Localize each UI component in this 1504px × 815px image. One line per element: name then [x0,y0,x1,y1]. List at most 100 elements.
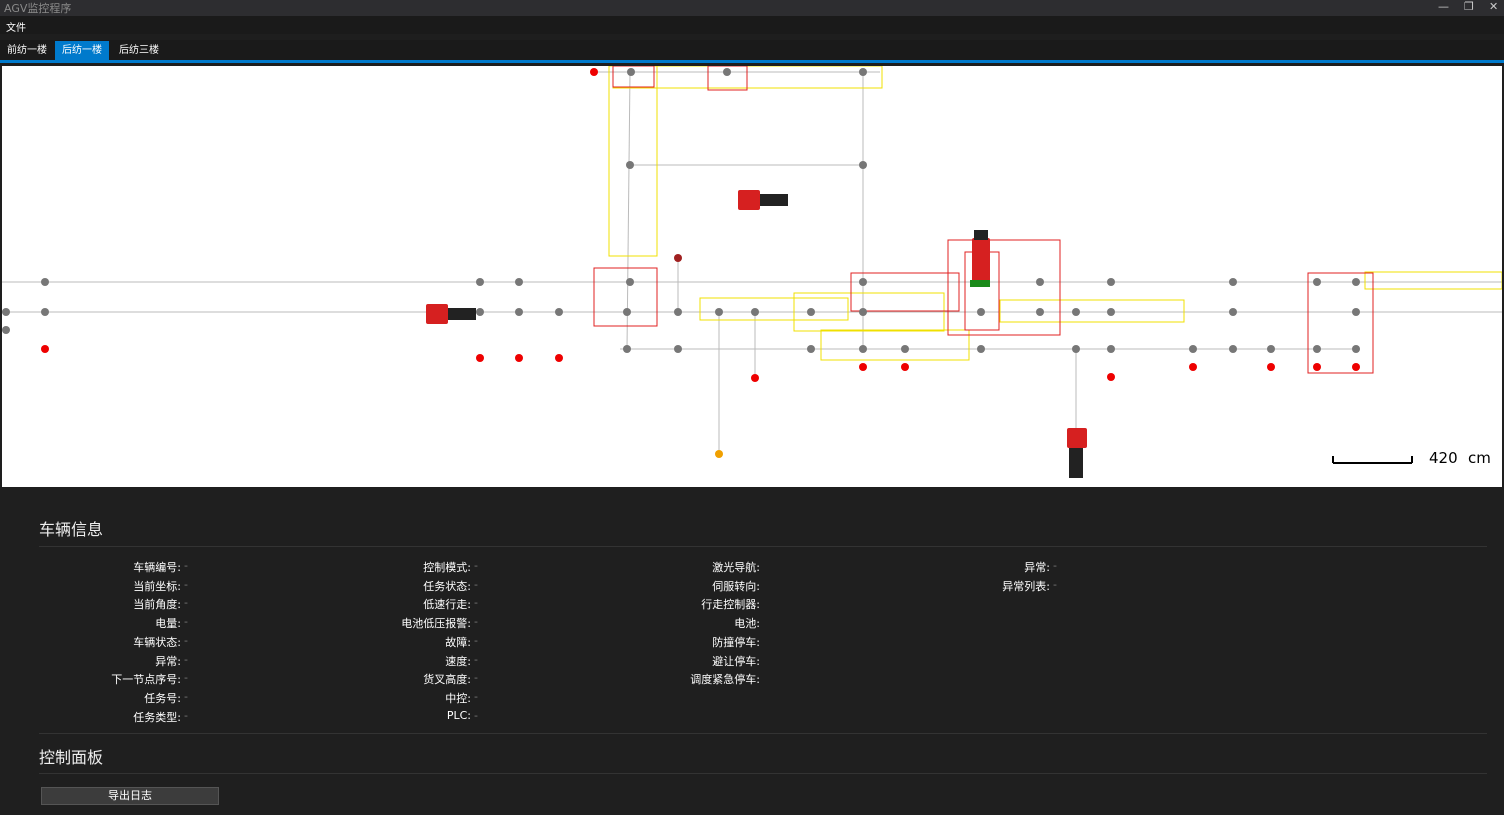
node[interactable] [1189,345,1197,353]
node[interactable] [807,308,815,316]
node[interactable] [674,308,682,316]
node[interactable] [41,345,49,353]
node[interactable] [623,308,631,316]
node[interactable] [859,161,867,169]
node[interactable] [476,354,484,362]
info-label: 异常列表: [1002,579,1050,593]
info-value: - [474,671,478,685]
separator [39,773,1487,774]
node[interactable] [1072,308,1080,316]
info-label: 控制模式: [423,561,471,574]
node[interactable] [1107,373,1115,381]
info-label: 当前坐标: [133,579,181,593]
node[interactable] [1107,278,1115,286]
vehicle-fork [760,194,788,206]
node[interactable] [627,68,635,76]
vehicle[interactable] [1067,428,1087,448]
node[interactable] [901,345,909,353]
node[interactable] [1229,345,1237,353]
node[interactable] [623,345,631,353]
node[interactable] [751,308,759,316]
node[interactable] [41,308,49,316]
info-label: 货叉高度: [423,673,471,687]
minimize[interactable]: — [1438,0,1449,13]
node[interactable] [2,308,10,316]
tab[interactable]: 前纺一楼 [7,45,47,56]
node[interactable] [807,345,815,353]
node[interactable] [555,308,563,316]
tab[interactable]: 后纺一楼 [55,41,109,61]
node[interactable] [1352,363,1360,371]
node[interactable] [751,374,759,382]
node[interactable] [1313,363,1321,371]
node[interactable] [901,363,909,371]
node[interactable] [859,308,867,316]
node[interactable] [1352,278,1360,286]
vehicle[interactable] [426,304,448,324]
node[interactable] [476,308,484,316]
node[interactable] [1352,345,1360,353]
node[interactable] [2,326,10,334]
separator [39,733,1487,734]
vehicle-fork [974,230,988,240]
node[interactable] [1036,278,1044,286]
separator [39,546,1487,547]
node[interactable] [859,363,867,371]
scale-value: 420 [1429,449,1458,467]
vehicle-fork [1069,448,1083,478]
node[interactable] [859,345,867,353]
info-value: - [1053,577,1057,591]
zone [707,66,748,91]
node[interactable] [41,278,49,286]
node[interactable] [1189,363,1197,371]
node[interactable] [590,68,598,76]
menu-item[interactable]: 文件 [6,23,26,34]
node[interactable] [515,308,523,316]
node[interactable] [1229,308,1237,316]
info-value: - [1053,559,1057,572]
vehicle[interactable] [738,190,760,210]
node[interactable] [476,278,484,286]
node[interactable] [1107,308,1115,316]
node[interactable] [1229,278,1237,286]
node[interactable] [859,278,867,286]
node[interactable] [1313,278,1321,286]
node[interactable] [1352,308,1360,316]
node[interactable] [1267,345,1275,353]
node[interactable] [715,308,723,316]
node[interactable] [1072,345,1080,353]
info-label: 下一节点序号: [111,673,181,687]
node[interactable] [977,308,985,316]
zone [850,272,960,312]
node[interactable] [674,254,682,262]
zone [947,239,1061,336]
node[interactable] [723,68,731,76]
node[interactable] [515,278,523,286]
section-title: 车辆信息 [39,520,104,539]
node[interactable] [859,68,867,76]
info-label: 车辆状态: [133,635,181,649]
info-value: - [184,689,188,703]
node[interactable] [626,278,634,286]
vehicle-status [970,280,990,287]
node[interactable] [555,354,563,362]
node[interactable] [715,450,723,458]
node[interactable] [1313,345,1321,353]
close[interactable]: ✕ [1489,0,1499,13]
node[interactable] [515,354,523,362]
node[interactable] [977,345,985,353]
vehicle[interactable] [972,238,990,284]
node[interactable] [674,345,682,353]
info-label: 任务状态: [423,579,471,593]
export-log-button[interactable]: 导出日志 [41,787,219,805]
node[interactable] [1036,308,1044,316]
node[interactable] [1267,363,1275,371]
tab[interactable]: 后纺三楼 [119,45,159,56]
node[interactable] [1107,345,1115,353]
node[interactable] [626,161,634,169]
info-value: - [184,652,188,666]
restore[interactable]: ❐ [1464,0,1474,13]
zone [793,292,945,332]
tab-underline [0,60,1504,63]
